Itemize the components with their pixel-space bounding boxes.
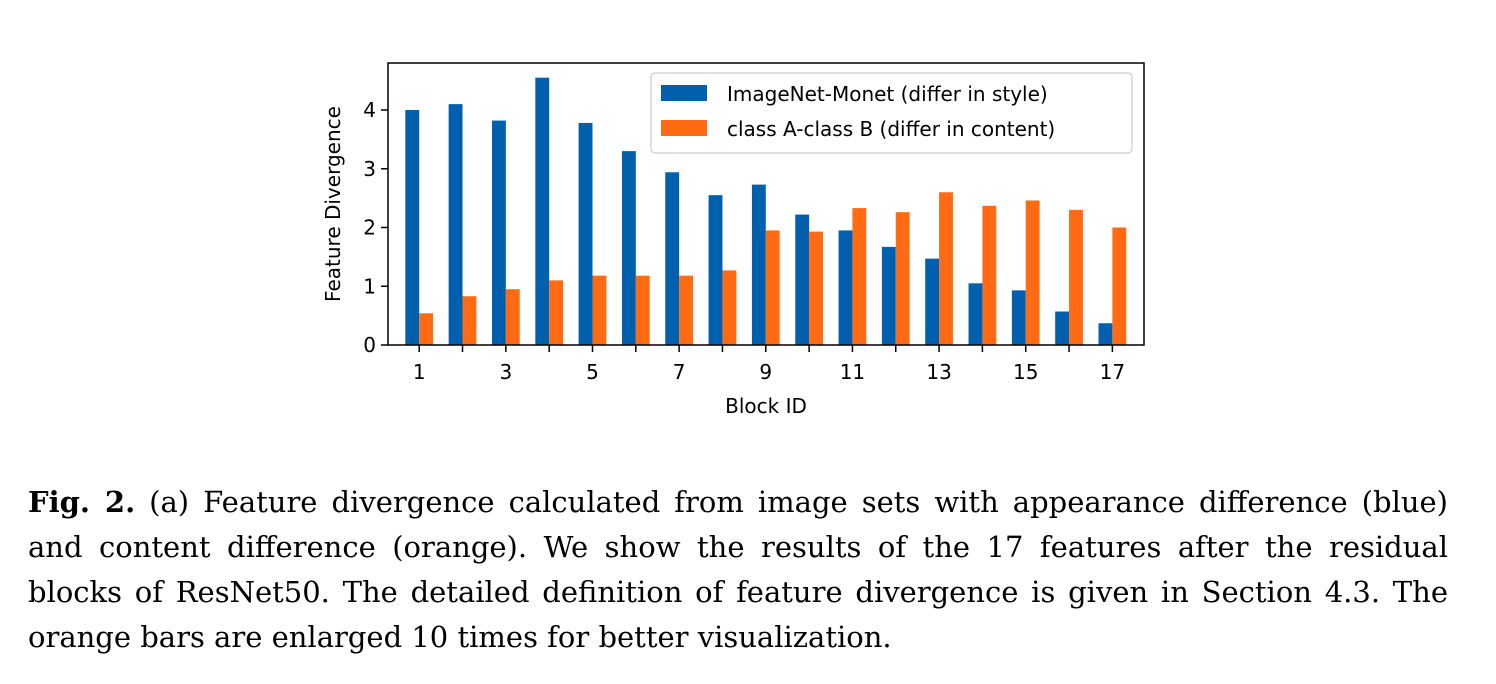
bar-content-block-10 [809,231,823,345]
figure-caption: Fig. 2. (a) Feature divergence calculated… [28,480,1448,660]
bar-style-block-1 [405,110,420,345]
bar-style-block-8 [708,195,723,345]
bar-style-block-11 [838,230,853,345]
bar-style-block-4 [535,77,550,345]
legend-entry-content: class A-class B (differ in content) [727,117,1055,141]
x-tick-label-9: 9 [759,360,772,384]
bar-content-block-12 [895,212,910,345]
x-tick-label-15: 15 [1013,360,1038,384]
x-tick-label-11: 11 [840,360,865,384]
y-axis-label: Feature Divergence [321,106,345,302]
x-tick-label-3: 3 [499,360,512,384]
y-tick-label-3: 3 [363,157,376,181]
bar-content-block-5 [592,275,607,345]
legend-box [650,72,1133,154]
x-tick-label-13: 13 [926,360,951,384]
bar-content-block-4 [549,280,564,345]
bar-content-block-14 [982,205,997,345]
bar-content-block-11 [852,208,867,345]
bar-style-block-17 [1098,323,1113,345]
bar-content-block-8 [722,270,737,345]
y-axis: 0 1 2 3 4 [363,98,388,357]
legend-entry-style: ImageNet-Monet (differ in style) [727,82,1048,106]
figure-caption-text: (a) Feature divergence calculated from i… [28,485,1448,654]
bar-content-block-17 [1112,227,1127,345]
bar-style-block-15 [1011,290,1026,345]
bar-content-block-2 [462,296,477,345]
x-axis: 1 3 5 7 9 11 13 15 17 [413,345,1125,384]
x-tick-label-1: 1 [413,360,426,384]
x-axis-label: Block ID [725,394,807,418]
bar-content-block-16 [1069,209,1083,345]
bar-style-block-2 [448,104,463,345]
figure-caption-label: Fig. 2. [28,485,136,519]
bar-content-block-7 [679,275,693,345]
bar-style-block-16 [1055,311,1070,345]
bar-style-block-9 [751,184,766,345]
y-tick-label-4: 4 [363,98,376,122]
x-tick-label-7: 7 [673,360,686,384]
bar-style-block-12 [881,246,896,345]
bar-style-block-5 [578,122,593,345]
bar-content-block-13 [939,192,953,345]
bar-style-block-6 [621,151,636,345]
bar-content-block-1 [419,313,434,345]
bar-style-block-3 [491,120,506,345]
legend: ImageNet-Monet (differ in style) class A… [650,72,1133,154]
bar-style-block-10 [795,214,810,345]
bar-content-block-15 [1025,200,1040,345]
bar-style-block-14 [968,283,983,345]
bar-content-block-3 [505,289,520,345]
plot-frame [387,62,1145,346]
y-tick-label-2: 2 [363,216,376,240]
y-tick-label-0: 0 [363,333,376,357]
legend-swatch-content [661,120,707,136]
bar-style-block-7 [665,172,680,345]
bar-style-block-13 [925,258,940,345]
y-tick-label-1: 1 [363,274,376,298]
bar-content-block-9 [765,230,780,345]
bar-content-block-6 [635,275,650,345]
x-tick-label-5: 5 [586,360,599,384]
x-tick-label-17: 17 [1100,360,1125,384]
bars-group [405,77,1127,345]
legend-swatch-style [661,85,707,101]
